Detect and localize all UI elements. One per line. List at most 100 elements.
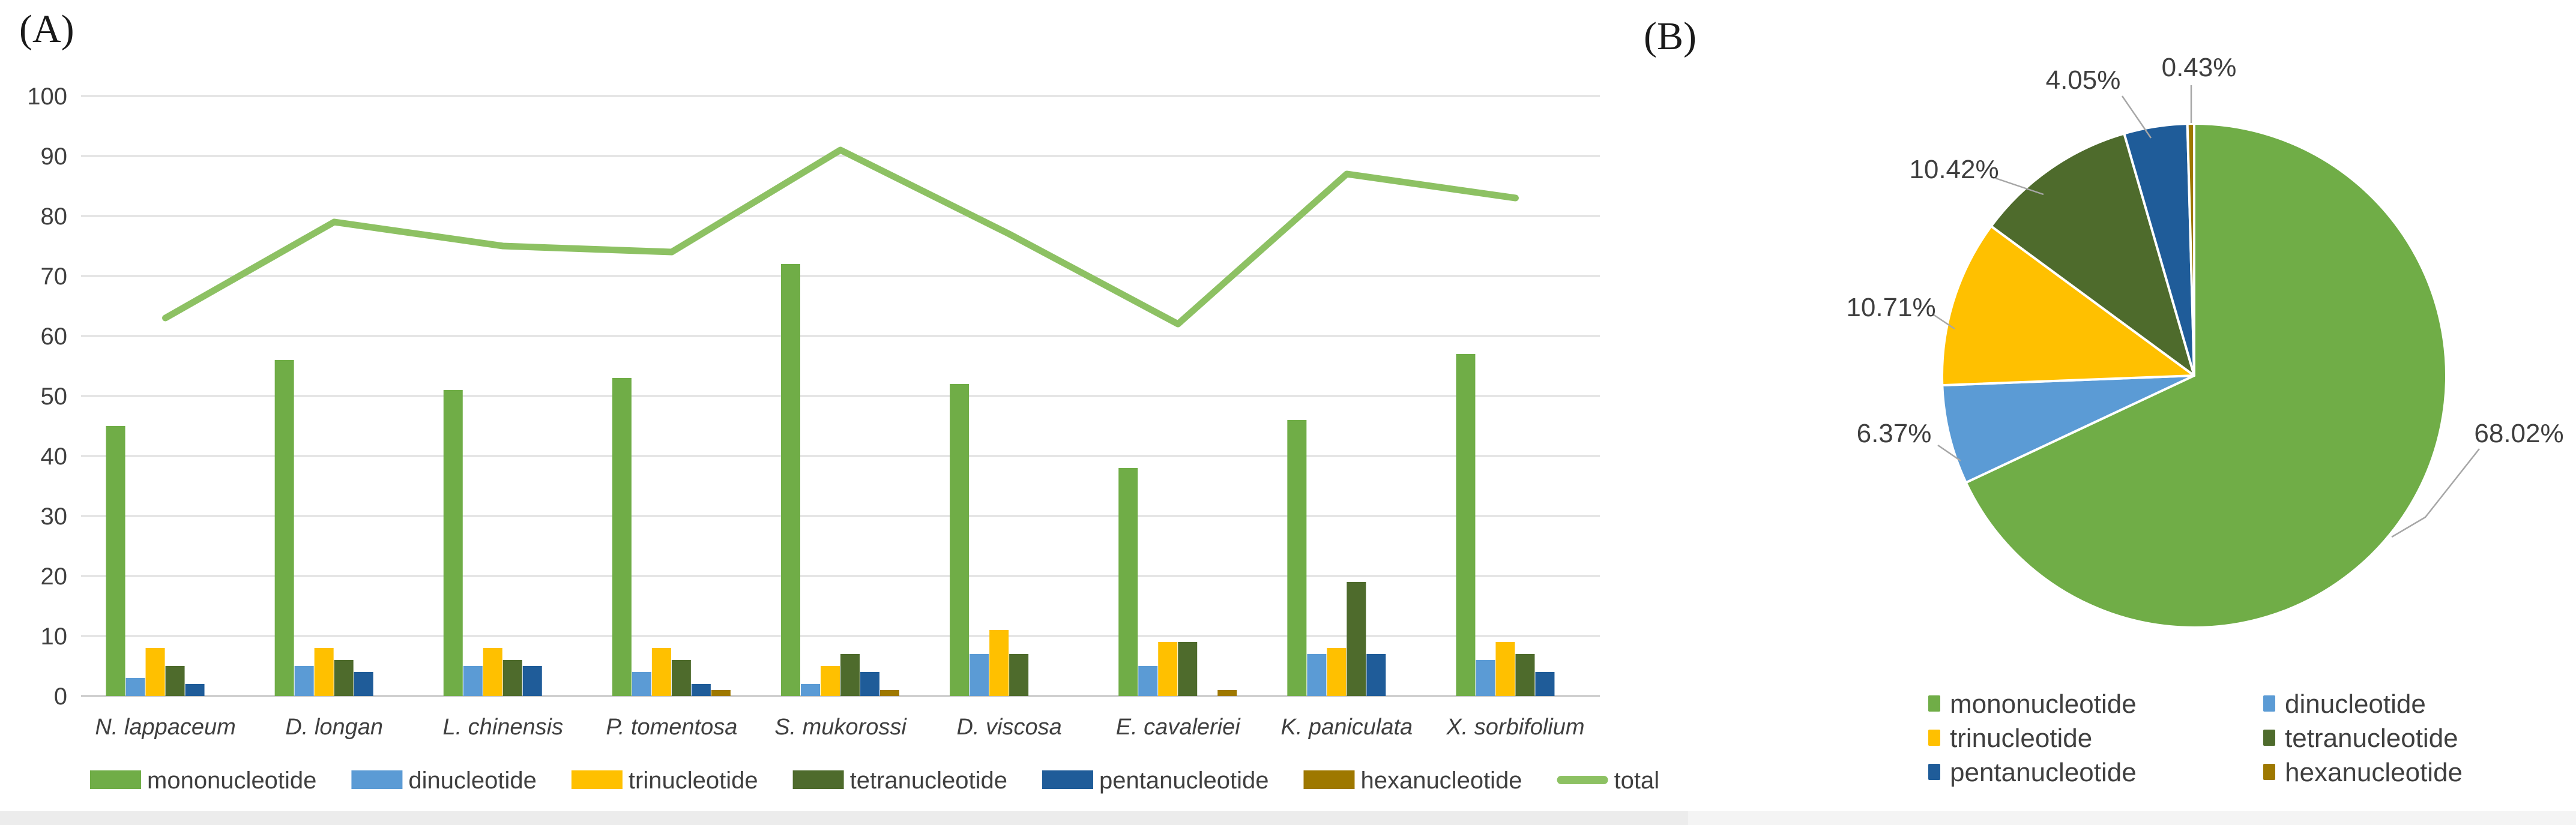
legend-label-tetranucleotide: tetranucleotide — [850, 767, 1007, 794]
pie-label-trinucleotide: 10.71% — [1846, 293, 1935, 322]
y-tick-label: 100 — [27, 83, 67, 110]
pie-label-hexanucleotide: 0.43% — [2162, 53, 2237, 82]
bar-trinucleotide — [483, 648, 502, 696]
legend-label-total: total — [1614, 767, 1660, 794]
y-tick-label: 10 — [41, 623, 68, 650]
bar-mononucleotide — [1456, 354, 1476, 696]
panel-a-label: (A) — [19, 7, 74, 51]
leader-line-trinucleotide — [1932, 313, 1955, 330]
bar-mononucleotide — [950, 384, 970, 696]
pie-slice-mononucleotide — [1964, 122, 2448, 629]
bar-tetranucleotide — [502, 660, 522, 696]
bar-dinucleotide — [632, 672, 651, 696]
bar-trinucleotide — [145, 648, 165, 696]
bar-tetranucleotide — [671, 660, 691, 696]
x-category-label: S. mukorossi — [774, 715, 907, 740]
bar-dinucleotide — [1476, 660, 1495, 696]
pie-slice-hexanucleotide — [2186, 122, 2195, 377]
y-tick-label: 40 — [41, 443, 68, 470]
y-tick-label: 70 — [41, 263, 68, 290]
bar-mononucleotide — [781, 264, 800, 696]
bar-tetranucleotide — [334, 660, 354, 696]
legend-swatch-dinucleotide — [351, 770, 403, 789]
x-category-label: N. lappaceum — [95, 715, 235, 740]
legend-swatch-hexanucleotide — [1303, 770, 1355, 789]
bar-trinucleotide — [1327, 648, 1347, 696]
bar-trinucleotide — [1158, 642, 1178, 696]
pie-label-pentanucleotide: 4.05% — [2046, 65, 2121, 95]
bar-pentanucleotide — [1366, 654, 1386, 696]
leader-line-tetranucleotide — [1995, 177, 2044, 196]
bar-trinucleotide — [314, 648, 334, 696]
legend-swatch-pentanucleotide — [1042, 770, 1094, 789]
bar-tetranucleotide — [1347, 582, 1366, 696]
bar-mononucleotide — [1287, 420, 1307, 696]
bar-dinucleotide — [801, 684, 820, 696]
bar-dinucleotide — [970, 654, 989, 696]
legend-label-hexanucleotide: hexanucleotide — [1360, 767, 1522, 794]
y-tick-label: 50 — [41, 383, 68, 410]
legend-label-dinucleotide: dinucleotide — [408, 767, 537, 794]
x-category-label: D. viscosa — [956, 715, 1061, 740]
legend-label-mononucleotide: mononucleotide — [147, 767, 316, 794]
x-category-label: X. sorbifolium — [1446, 715, 1584, 740]
x-category-label: L. chinensis — [442, 715, 563, 740]
total-line — [162, 146, 1519, 328]
page-edge-band-right — [1688, 811, 2576, 825]
bar-pentanucleotide — [185, 684, 205, 696]
legend-swatch-mononucleotide — [1928, 695, 1940, 712]
x-category-label: P. tomentosa — [606, 715, 737, 740]
bar-trinucleotide — [1495, 642, 1515, 696]
bar-hexanucleotide — [880, 690, 899, 696]
pie-slice-dinucleotide — [1941, 374, 2195, 484]
bar-mononucleotide — [106, 426, 125, 696]
leader-line-pentanucleotide — [2121, 95, 2152, 139]
legend-swatch-tetranucleotide — [792, 770, 844, 789]
legend-swatch-total — [1557, 776, 1608, 784]
legend-swatch-tetranucleotide — [2263, 730, 2275, 746]
bar-dinucleotide — [294, 666, 314, 696]
pie-label-tetranucleotide: 10.42% — [1909, 155, 1998, 184]
bar-trinucleotide — [989, 630, 1009, 696]
bar-dinucleotide — [463, 666, 483, 696]
y-tick-label: 0 — [54, 683, 67, 710]
pie-label-mononucleotide: 68.02% — [2474, 419, 2563, 448]
legend-label-trinucleotide: trinucleotide — [629, 767, 758, 794]
x-category-label: K. paniculata — [1280, 715, 1413, 740]
legend-swatch-mononucleotide — [90, 770, 141, 789]
panel-b-label: (B) — [1644, 14, 1697, 58]
bar-pentanucleotide — [860, 672, 879, 696]
legend-swatch-dinucleotide — [2263, 695, 2275, 712]
bar-tetranucleotide — [165, 666, 185, 696]
legend-label-hexanucleotide: hexanucleotide — [2285, 758, 2463, 787]
bar-trinucleotide — [651, 648, 671, 696]
bar-trinucleotide — [821, 666, 840, 696]
bar-mononucleotide — [443, 390, 463, 696]
y-tick-label: 30 — [41, 503, 68, 530]
bar-mononucleotide — [612, 378, 632, 696]
y-tick-label: 60 — [41, 323, 68, 350]
legend-swatch-trinucleotide — [571, 770, 623, 789]
bar-mononucleotide — [274, 360, 294, 696]
bar-mononucleotide — [1118, 468, 1138, 696]
bar-tetranucleotide — [1009, 654, 1029, 696]
bar-pentanucleotide — [522, 666, 542, 696]
bar-tetranucleotide — [1515, 654, 1535, 696]
y-tick-label: 90 — [41, 143, 68, 170]
leader-line-mononucleotide — [2391, 448, 2480, 538]
legend-label-dinucleotide: dinucleotide — [2285, 689, 2426, 719]
x-category-label: E. cavaleriei — [1116, 715, 1241, 740]
legend-swatch-hexanucleotide — [2263, 764, 2275, 780]
pie-label-dinucleotide: 6.37% — [1857, 419, 1932, 448]
bar-dinucleotide — [1307, 654, 1327, 696]
bar-hexanucleotide — [711, 690, 731, 696]
leader-line-dinucleotide — [1937, 444, 1961, 462]
legend-label-pentanucleotide: pentanucleotide — [1950, 758, 2137, 787]
legend-label-trinucleotide: trinucleotide — [1950, 724, 2092, 753]
legend-swatch-pentanucleotide — [1928, 764, 1940, 780]
bar-pentanucleotide — [691, 684, 711, 696]
bar-dinucleotide — [1138, 666, 1158, 696]
bar-pentanucleotide — [354, 672, 373, 696]
